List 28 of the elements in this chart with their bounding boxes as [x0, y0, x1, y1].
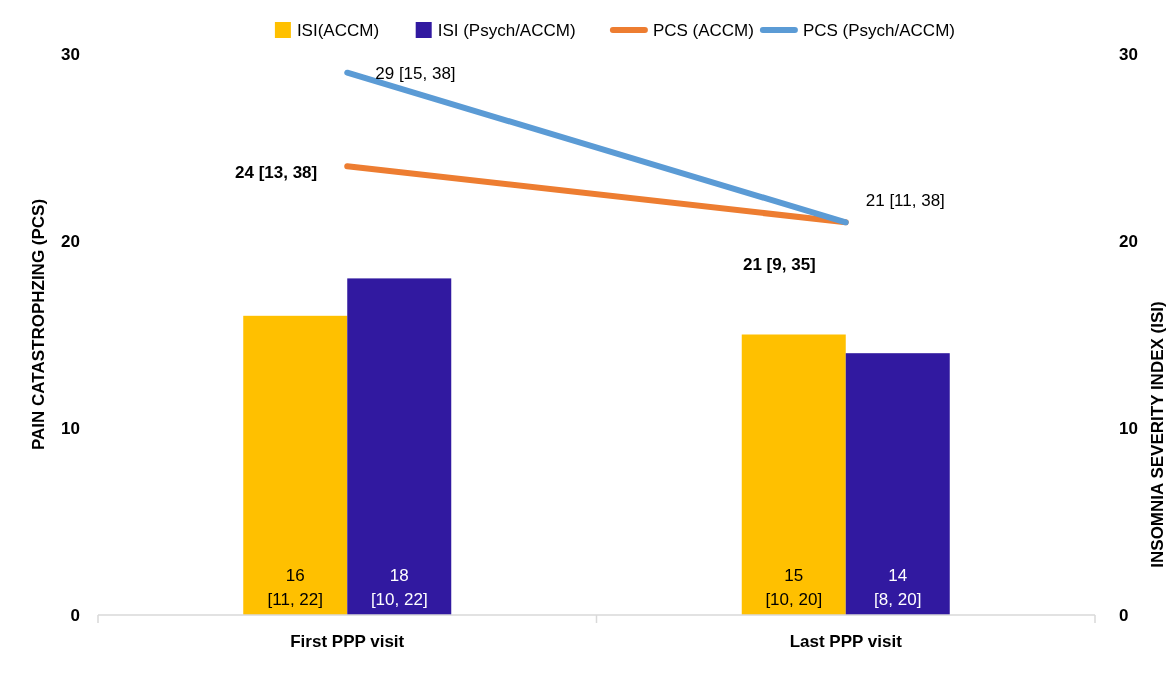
y-tick-label: 20 [61, 232, 80, 251]
bar [845, 353, 950, 615]
data-label: 14 [8, 20] [874, 566, 922, 609]
bar [347, 278, 452, 615]
bar [741, 334, 846, 615]
y2-tick-label: 20 [1119, 232, 1138, 251]
bar [243, 315, 348, 615]
y-tick-label: 30 [61, 45, 80, 64]
y2-axis-title: INSOMNIA SEVERITY INDEX (ISI) [1148, 301, 1167, 568]
legend-label: ISI(ACCM) [296, 21, 380, 40]
legend-label: PCS (ACCM) [652, 21, 754, 40]
x-tick-label: Last PPP visit [789, 632, 903, 651]
y2-tick-label: 10 [1119, 419, 1138, 438]
data-label: 21 [11, 38] [865, 191, 945, 211]
legend-label: ISI (Psych/ACCM) [437, 21, 576, 40]
y-axis-title: PAIN CATASTROPHZING (PCS) [29, 198, 48, 451]
data-label: 15 [10, 20] [765, 566, 823, 609]
y2-tick-label: 0 [1119, 606, 1129, 625]
x-tick-label: First PPP visit [290, 632, 405, 651]
y-tick-label: 10 [61, 419, 80, 438]
legend-label: PCS (Psych/ACCM) [802, 21, 955, 40]
data-label: 29 [15, 38] [375, 63, 456, 83]
data-label: 21 [9, 35] [742, 255, 816, 275]
y2-tick-label: 30 [1119, 45, 1138, 64]
data-label: 24 [13, 38] [235, 163, 318, 183]
data-label: 18 [10, 22] [370, 566, 428, 609]
data-label: 16 [11, 22] [267, 566, 323, 609]
y-tick-label: 0 [70, 606, 80, 625]
